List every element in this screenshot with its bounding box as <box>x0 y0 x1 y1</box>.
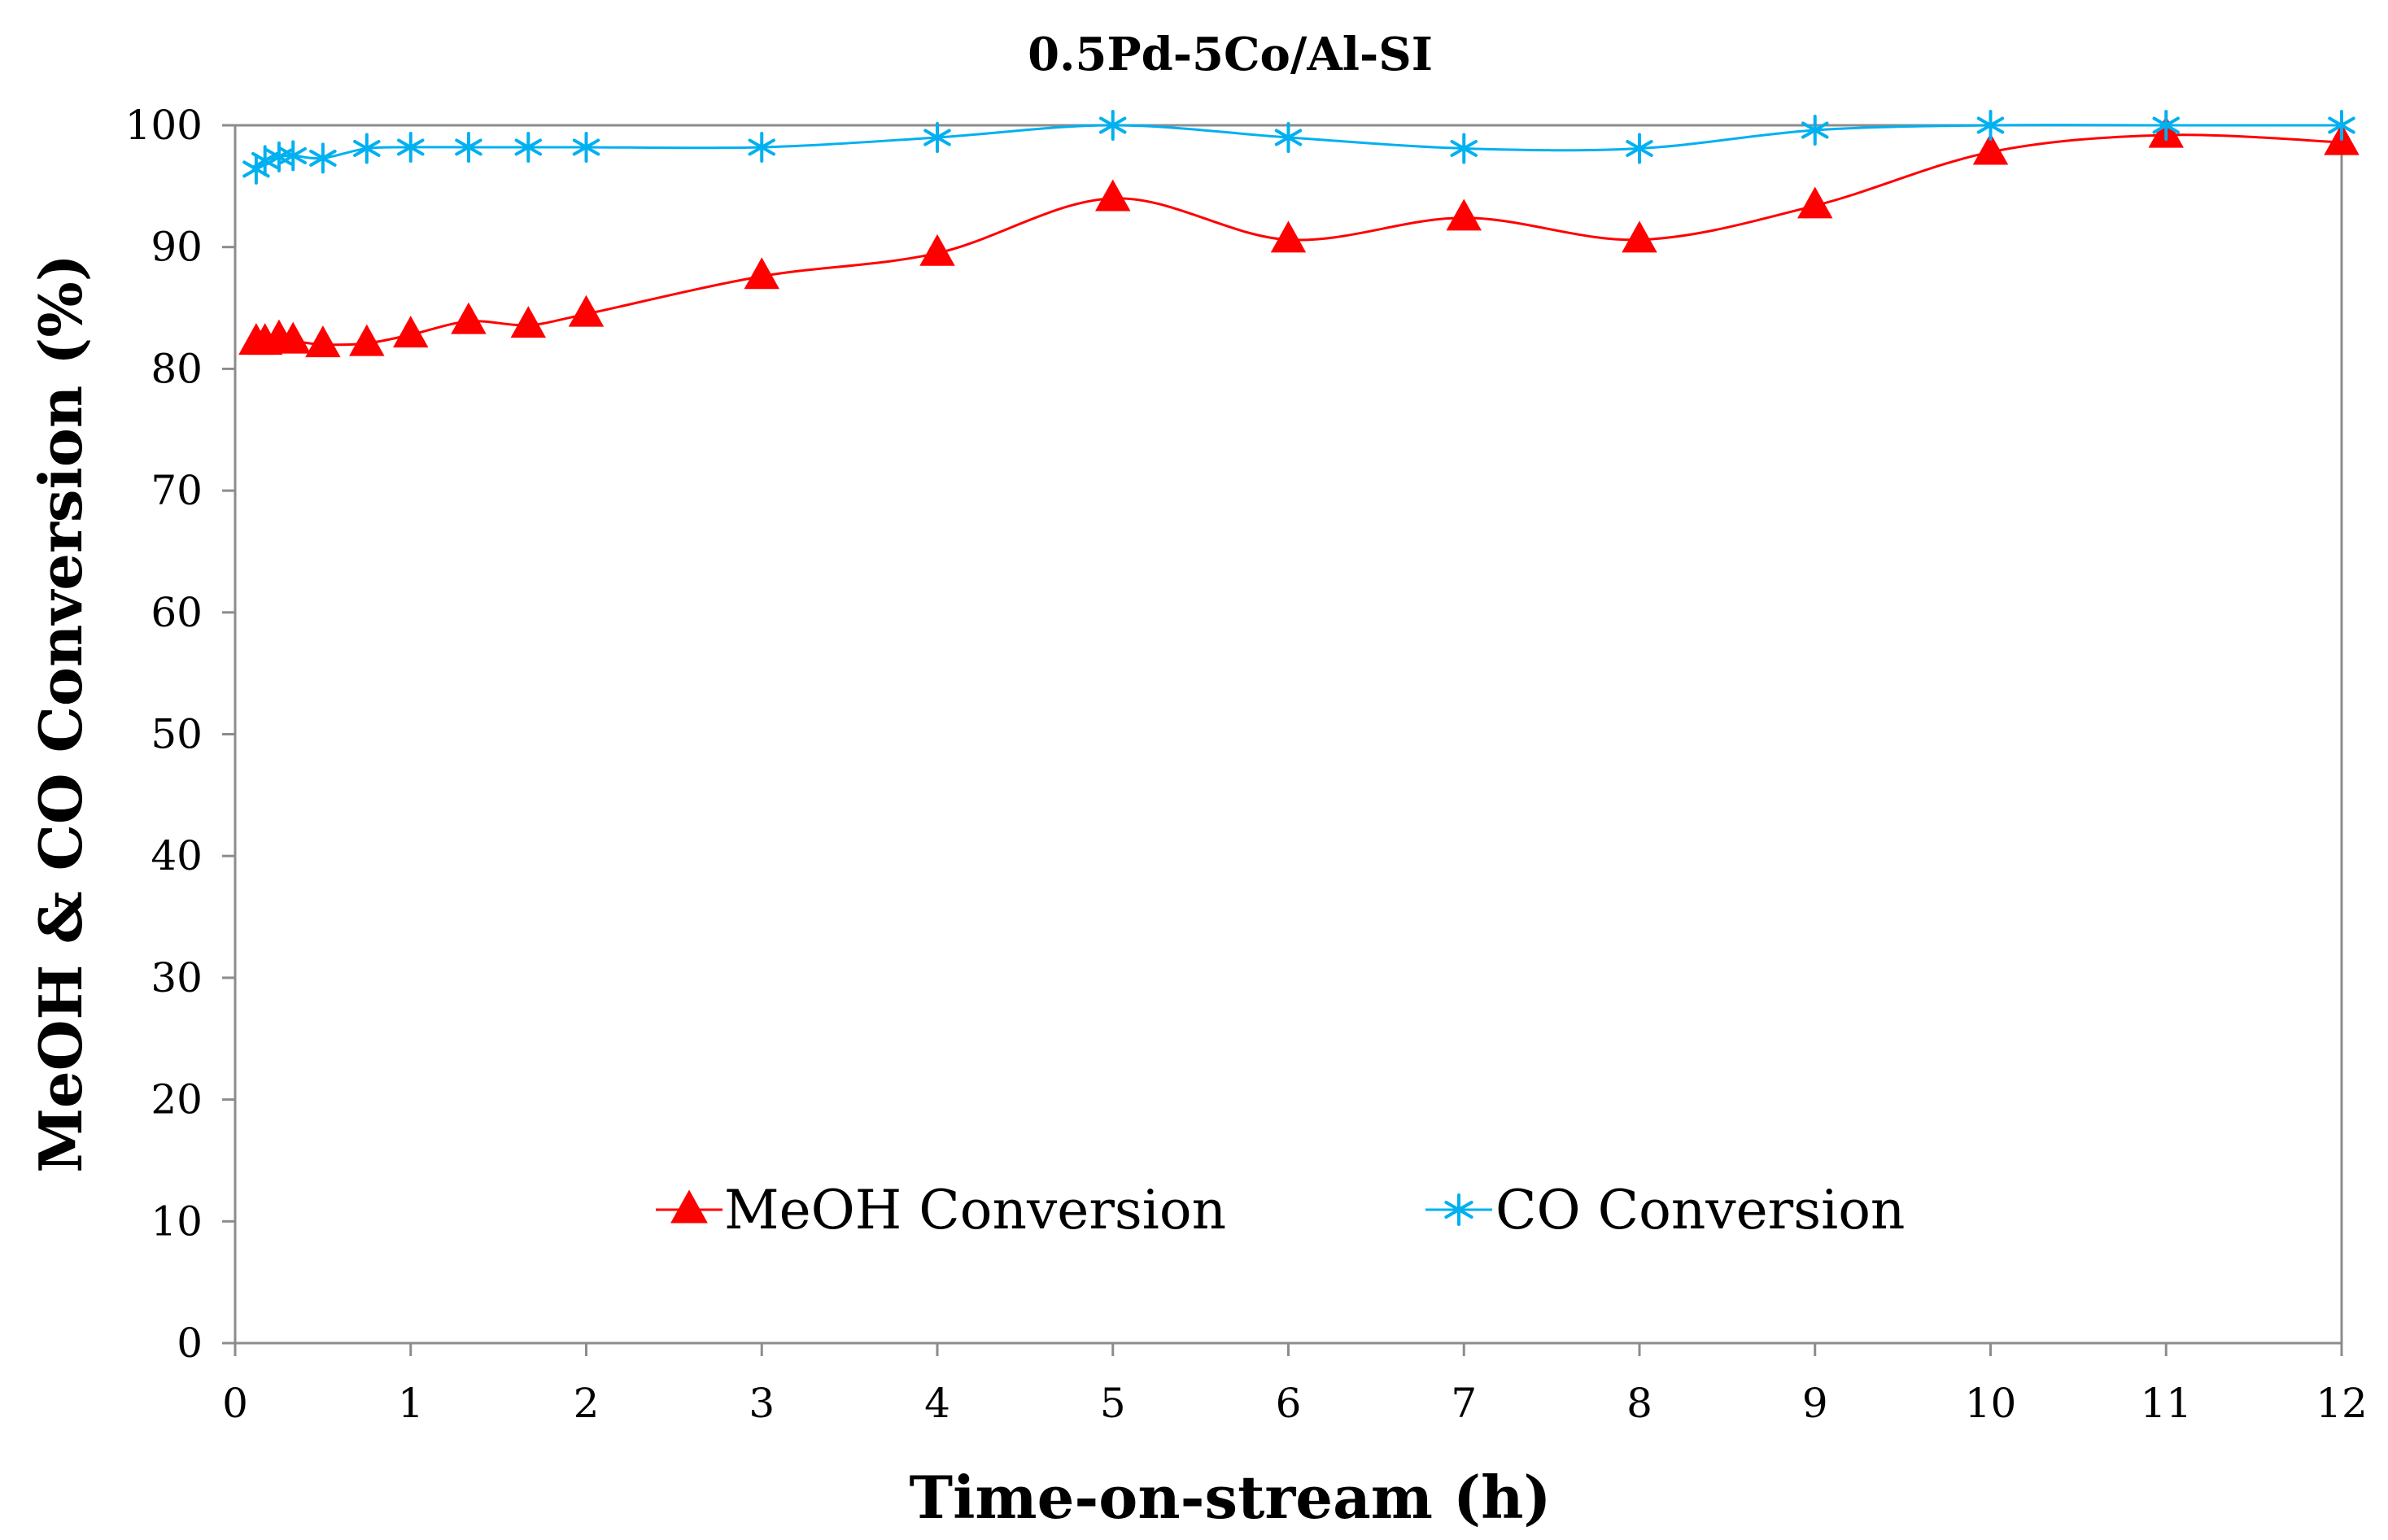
x-tick-label: 6 <box>1276 1380 1302 1427</box>
data-point-star <box>1274 121 1303 153</box>
x-tick-label: 11 <box>2140 1380 2192 1427</box>
data-point-star <box>572 131 600 163</box>
data-point-star <box>923 121 951 153</box>
y-tick-label: 60 <box>151 589 203 636</box>
x-tick-label: 5 <box>1100 1380 1126 1427</box>
x-tick-label: 7 <box>1451 1380 1477 1427</box>
series-line <box>255 133 2342 347</box>
x-tick-label: 9 <box>1802 1380 1828 1427</box>
data-point-triangle <box>568 294 605 327</box>
data-point-star <box>1976 110 2005 141</box>
data-point-triangle <box>1446 198 1482 231</box>
series-line <box>255 124 2342 170</box>
x-axis-title: Time-on-stream (h) <box>910 1463 1552 1532</box>
legend-marker-star <box>1444 1193 1473 1226</box>
legend-marker-triangle <box>670 1189 708 1224</box>
data-point-triangle <box>393 316 429 348</box>
y-axis: 0 10 20 30 40 50 60 70 80 90 100 <box>125 102 235 1367</box>
series-meoh-conversion <box>238 116 2360 358</box>
data-point-star <box>1450 133 1478 164</box>
y-axis-title: MeOH & CO Conversion (%) <box>26 254 95 1173</box>
x-tick-label: 3 <box>749 1380 775 1427</box>
data-point-star <box>514 131 543 163</box>
data-point-star <box>279 140 307 172</box>
data-point-triangle <box>1270 220 1307 253</box>
y-tick-label: 100 <box>125 102 203 149</box>
data-point-star <box>1626 133 1653 164</box>
data-point-triangle <box>510 306 547 338</box>
x-tick-label: 4 <box>924 1380 950 1427</box>
x-axis: 0 1 2 3 4 5 6 7 8 9 10 11 12 <box>222 1343 2368 1427</box>
legend-entry: MeOH Conversion <box>656 1179 1226 1241</box>
data-point-triangle <box>1972 133 2009 165</box>
data-point-triangle <box>744 257 779 290</box>
y-tick-label: 0 <box>177 1320 203 1367</box>
x-tick-label: 1 <box>398 1380 424 1427</box>
legend-entry: CO Conversion <box>1425 1179 1905 1241</box>
legend-label: CO Conversion <box>1495 1179 1905 1241</box>
data-point-triangle <box>349 324 385 356</box>
data-point-star <box>1801 114 1829 146</box>
x-tick-label: 0 <box>222 1380 248 1427</box>
data-point-triangle <box>919 233 955 266</box>
x-tick-label: 12 <box>2316 1380 2368 1427</box>
data-point-star <box>455 131 482 163</box>
data-point-star <box>397 131 425 163</box>
x-tick-label: 10 <box>1965 1380 2017 1427</box>
data-point-triangle <box>451 302 487 334</box>
y-tick-label: 70 <box>151 467 203 514</box>
y-tick-label: 80 <box>151 345 203 392</box>
legend: MeOH Conversion CO Conversion <box>656 1179 1905 1241</box>
series-co-conversion <box>242 110 2355 185</box>
data-point-star <box>309 142 337 174</box>
y-tick-label: 40 <box>151 832 203 879</box>
data-point-triangle <box>305 325 341 358</box>
x-tick-label: 8 <box>1626 1380 1652 1427</box>
data-point-star <box>748 131 775 163</box>
data-point-star <box>2152 110 2180 141</box>
data-point-star <box>353 133 381 164</box>
chart-title: 0.5Pd-5Co/Al-SI <box>1028 28 1433 81</box>
y-tick-label: 50 <box>151 711 203 758</box>
y-tick-label: 90 <box>151 224 203 271</box>
series-layer <box>238 110 2360 358</box>
x-tick-label: 2 <box>574 1380 600 1427</box>
legend-label: MeOH Conversion <box>724 1179 1226 1241</box>
y-tick-label: 20 <box>151 1076 203 1123</box>
y-tick-label: 30 <box>151 954 203 1001</box>
data-point-triangle <box>275 321 311 354</box>
data-point-triangle <box>1622 220 1657 253</box>
data-point-star <box>1099 110 1127 141</box>
data-point-triangle <box>1095 179 1131 212</box>
y-tick-label: 10 <box>151 1198 203 1245</box>
data-point-triangle <box>1797 186 1833 219</box>
data-point-star <box>251 145 279 177</box>
data-point-star <box>2328 110 2355 141</box>
